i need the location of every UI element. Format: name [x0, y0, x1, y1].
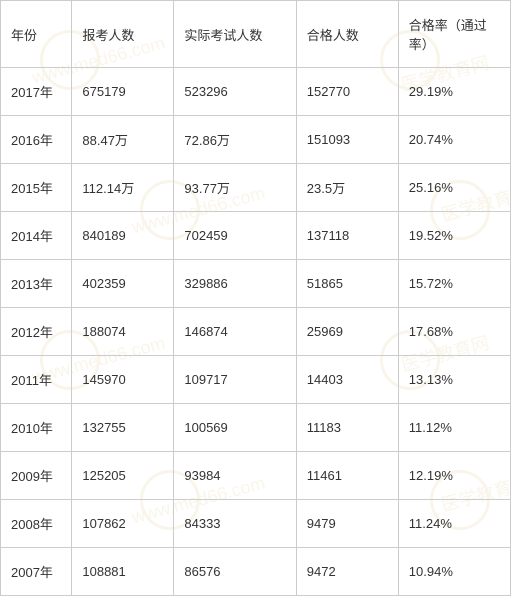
cell-applicants: 132755	[72, 404, 174, 452]
cell-passed: 23.5万	[296, 164, 398, 212]
cell-year: 2017年	[1, 68, 72, 116]
cell-passed: 11461	[296, 452, 398, 500]
cell-applicants: 108881	[72, 548, 174, 596]
cell-rate: 20.74%	[398, 116, 510, 164]
cell-passed: 151093	[296, 116, 398, 164]
cell-passed: 9479	[296, 500, 398, 548]
table-header-row: 年份 报考人数 实际考试人数 合格人数 合格率（通过率）	[1, 1, 511, 68]
cell-year: 2008年	[1, 500, 72, 548]
cell-actual: 329886	[174, 260, 296, 308]
cell-actual: 523296	[174, 68, 296, 116]
header-applicants: 报考人数	[72, 1, 174, 68]
cell-year: 2010年	[1, 404, 72, 452]
cell-year: 2014年	[1, 212, 72, 260]
cell-passed: 11183	[296, 404, 398, 452]
cell-rate: 25.16%	[398, 164, 510, 212]
cell-actual: 146874	[174, 308, 296, 356]
cell-applicants: 840189	[72, 212, 174, 260]
cell-applicants: 675179	[72, 68, 174, 116]
cell-rate: 19.52%	[398, 212, 510, 260]
table-row: 2008年10786284333947911.24%	[1, 500, 511, 548]
cell-passed: 51865	[296, 260, 398, 308]
table-row: 2016年88.47万72.86万15109320.74%	[1, 116, 511, 164]
cell-applicants: 88.47万	[72, 116, 174, 164]
header-rate: 合格率（通过率）	[398, 1, 510, 68]
cell-applicants: 107862	[72, 500, 174, 548]
table-row: 2013年4023593298865186515.72%	[1, 260, 511, 308]
table-row: 2012年1880741468742596917.68%	[1, 308, 511, 356]
table-row: 2011年1459701097171440313.13%	[1, 356, 511, 404]
cell-actual: 93.77万	[174, 164, 296, 212]
cell-passed: 9472	[296, 548, 398, 596]
table-row: 2014年84018970245913711819.52%	[1, 212, 511, 260]
table-row: 2017年67517952329615277029.19%	[1, 68, 511, 116]
cell-actual: 109717	[174, 356, 296, 404]
cell-rate: 17.68%	[398, 308, 510, 356]
cell-applicants: 112.14万	[72, 164, 174, 212]
cell-actual: 84333	[174, 500, 296, 548]
cell-passed: 14403	[296, 356, 398, 404]
header-actual: 实际考试人数	[174, 1, 296, 68]
data-table: 年份 报考人数 实际考试人数 合格人数 合格率（通过率） 2017年675179…	[0, 0, 511, 596]
cell-year: 2009年	[1, 452, 72, 500]
cell-rate: 29.19%	[398, 68, 510, 116]
cell-rate: 10.94%	[398, 548, 510, 596]
cell-year: 2015年	[1, 164, 72, 212]
cell-actual: 702459	[174, 212, 296, 260]
cell-rate: 12.19%	[398, 452, 510, 500]
table-row: 2007年10888186576947210.94%	[1, 548, 511, 596]
table-row: 2015年112.14万93.77万23.5万25.16%	[1, 164, 511, 212]
table-body: 2017年67517952329615277029.19%2016年88.47万…	[1, 68, 511, 596]
table-row: 2010年1327551005691118311.12%	[1, 404, 511, 452]
table-row: 2009年125205939841146112.19%	[1, 452, 511, 500]
cell-applicants: 188074	[72, 308, 174, 356]
cell-applicants: 402359	[72, 260, 174, 308]
cell-applicants: 145970	[72, 356, 174, 404]
cell-actual: 93984	[174, 452, 296, 500]
cell-year: 2012年	[1, 308, 72, 356]
header-year: 年份	[1, 1, 72, 68]
cell-rate: 15.72%	[398, 260, 510, 308]
cell-year: 2007年	[1, 548, 72, 596]
cell-rate: 11.24%	[398, 500, 510, 548]
cell-actual: 72.86万	[174, 116, 296, 164]
cell-rate: 13.13%	[398, 356, 510, 404]
cell-rate: 11.12%	[398, 404, 510, 452]
cell-passed: 25969	[296, 308, 398, 356]
cell-passed: 152770	[296, 68, 398, 116]
cell-year: 2011年	[1, 356, 72, 404]
cell-year: 2016年	[1, 116, 72, 164]
cell-actual: 86576	[174, 548, 296, 596]
cell-actual: 100569	[174, 404, 296, 452]
cell-passed: 137118	[296, 212, 398, 260]
header-passed: 合格人数	[296, 1, 398, 68]
cell-applicants: 125205	[72, 452, 174, 500]
cell-year: 2013年	[1, 260, 72, 308]
